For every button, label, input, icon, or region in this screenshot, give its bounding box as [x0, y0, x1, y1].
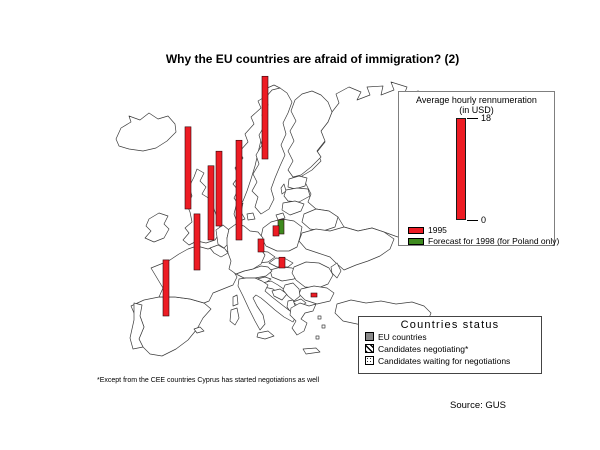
country-moldova — [330, 262, 342, 279]
country-balearics — [193, 326, 205, 334]
eu-swatch — [365, 332, 374, 341]
scale-tick-max — [467, 118, 478, 119]
status-legend-title: Countries status — [400, 319, 500, 331]
country-serbia — [282, 282, 301, 302]
source-label: Source: GUS — [450, 400, 506, 411]
country-romania — [291, 261, 334, 289]
country-estonia — [287, 175, 308, 190]
country-bosnia — [271, 288, 288, 301]
country-poland — [260, 218, 303, 252]
legend-item-1995: 1995 — [408, 225, 447, 235]
country-greece — [289, 302, 317, 336]
country-crete — [302, 347, 321, 355]
status-item-eu-label: EU countries — [378, 332, 427, 342]
status-item-waiting: Candidates waiting for negotiations — [365, 356, 541, 367]
bar-sweden — [261, 75, 269, 160]
legend-item-forecast: Forecast for 1998 (for Poland only) — [408, 236, 560, 246]
remuneration-legend-subtitle: (in USD) — [459, 105, 494, 115]
country-aegean-isles — [315, 315, 326, 340]
country-zealand — [246, 212, 256, 221]
status-item-negotiating-label: Candidates negotiating* — [378, 344, 469, 354]
legend-item-1995-label: 1995 — [428, 225, 447, 235]
remuneration-legend-title: Average hourly rennumeration — [416, 95, 537, 105]
legend-scale-bar — [456, 118, 466, 220]
scale-max-label: 18 — [481, 113, 492, 123]
status-item-negotiating: Candidates negotiating* — [365, 344, 541, 355]
footnote: *Except from the CEE countries Cyprus ha… — [97, 377, 320, 384]
scale-tick-min — [467, 220, 478, 221]
scale-min-label: 0 — [481, 215, 487, 225]
bar-netherlands — [215, 150, 223, 227]
status-legend: Countries status EU countries Candidates… — [358, 316, 542, 374]
country-sardinia — [229, 307, 240, 326]
country-latvia — [283, 187, 311, 203]
status-item-waiting-label: Candidates waiting for negotiations — [378, 356, 511, 366]
red-swatch — [408, 227, 424, 235]
country-sicily — [256, 330, 275, 340]
remuneration-legend: Average hourly rennumeration (in USD) 18… — [398, 91, 559, 246]
country-finland — [287, 90, 333, 178]
bar-poland — [272, 225, 280, 237]
dotted-swatch — [365, 356, 374, 365]
bar-czech-republic — [257, 238, 265, 253]
country-lithuania — [281, 200, 305, 216]
bar-belgium — [207, 165, 215, 241]
bar-bulgaria — [310, 292, 318, 298]
bar-united-kingdom — [184, 126, 192, 210]
legend-item-forecast-label: Forecast for 1998 (for Poland only) — [428, 236, 560, 246]
country-kaliningrad — [275, 212, 286, 221]
country-iceland — [115, 112, 177, 152]
country-portugal — [129, 302, 145, 350]
bars-layer — [162, 75, 318, 317]
country-italy — [237, 277, 297, 331]
chart-title: Why the EU countries are afraid of immig… — [165, 52, 460, 66]
country-ireland — [144, 212, 170, 243]
bar-germany — [235, 139, 243, 241]
country-corsica — [232, 294, 239, 307]
bar-france — [193, 213, 201, 271]
bar-spain — [162, 259, 170, 317]
green-swatch — [408, 238, 424, 246]
hatched-swatch — [365, 344, 374, 353]
bar-hungary — [278, 256, 286, 269]
country-belarus — [301, 208, 339, 232]
country-ukraine — [298, 226, 395, 271]
status-item-eu: EU countries — [365, 332, 541, 343]
